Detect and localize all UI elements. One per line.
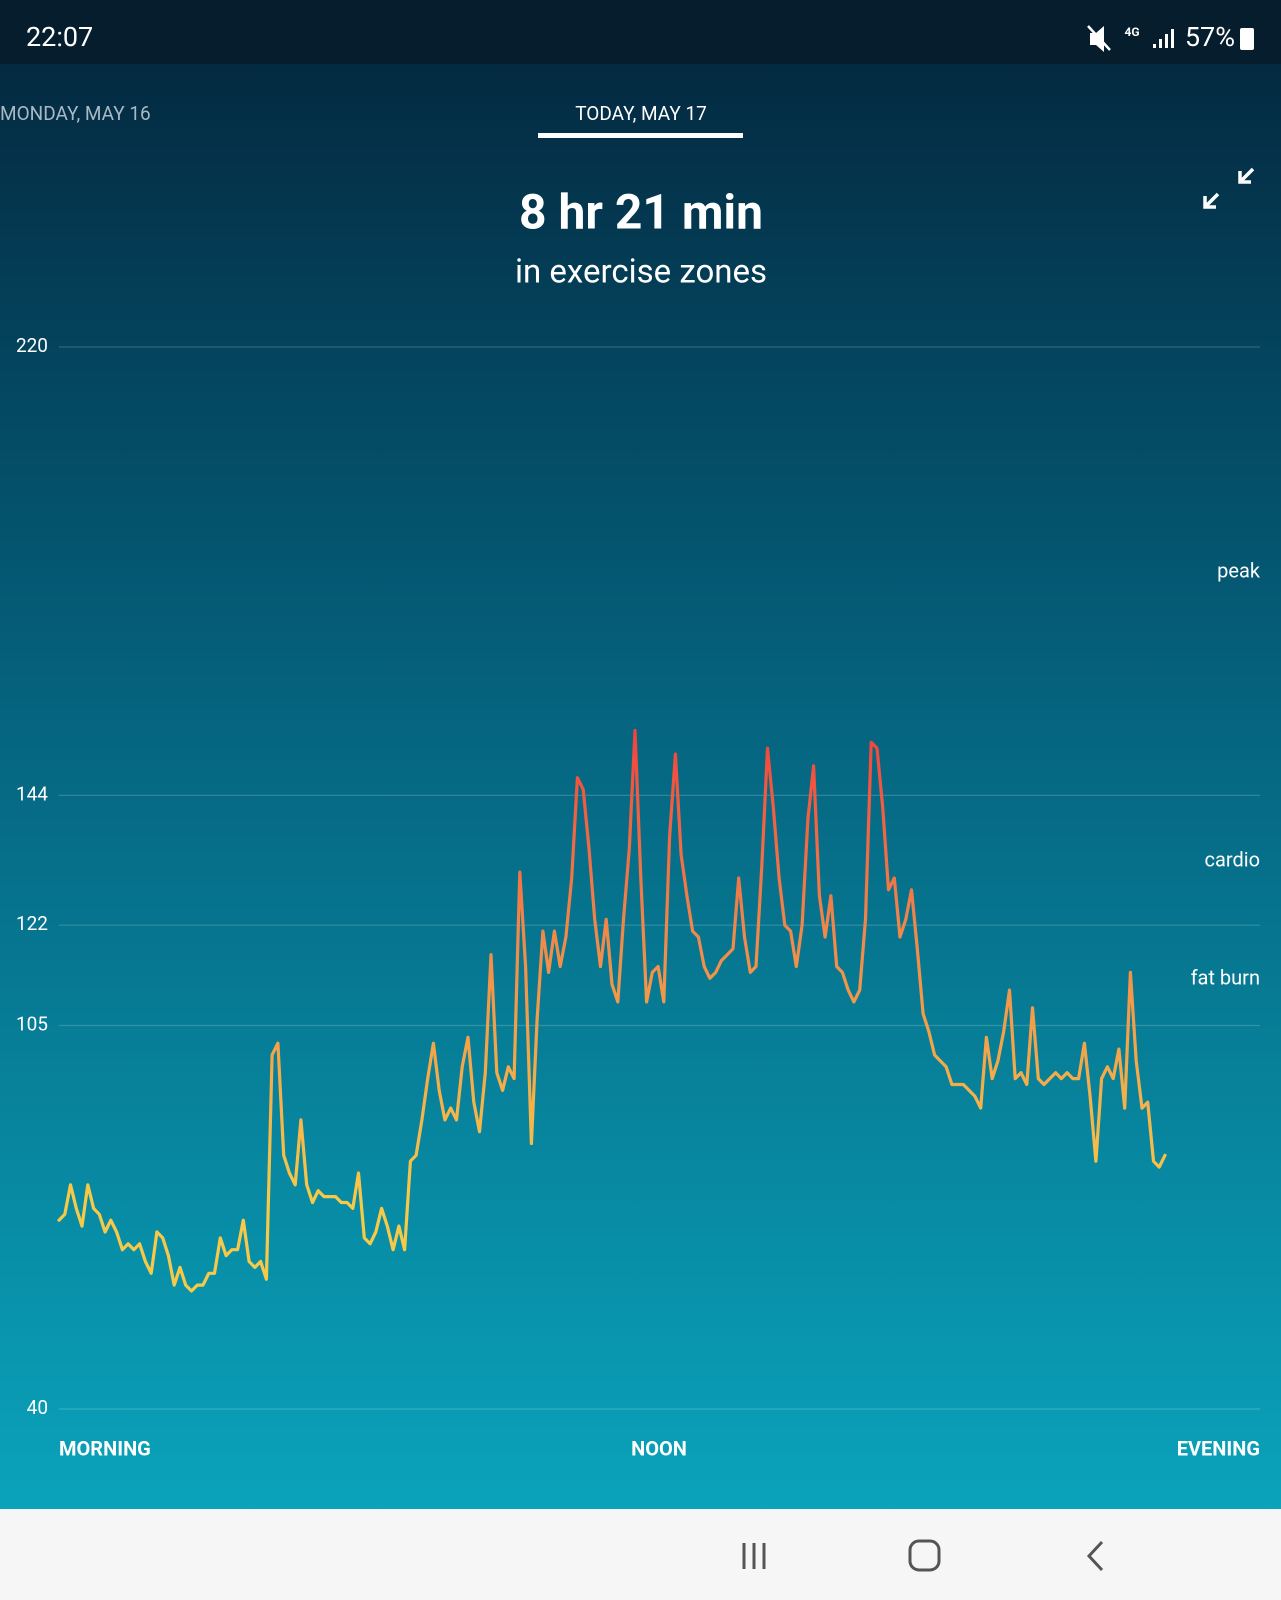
back-button[interactable] xyxy=(1086,1540,1104,1572)
y-tick-label: 40 xyxy=(27,1396,48,1419)
x-axis-label: MORNING xyxy=(59,1436,151,1460)
y-tick-label: 220 xyxy=(16,334,48,357)
home-button[interactable] xyxy=(908,1539,941,1572)
background xyxy=(0,0,1281,1509)
y-tick-label: 105 xyxy=(16,1013,48,1036)
zone-label: cardio xyxy=(1205,847,1261,871)
tab-underline xyxy=(538,133,743,138)
x-axis-label: EVENING xyxy=(1177,1436,1260,1460)
zone-label: fat burn xyxy=(1191,965,1260,989)
y-tick-label: 122 xyxy=(16,912,48,935)
navigation-bar xyxy=(0,1509,1281,1600)
battery-level: 57% xyxy=(1185,21,1235,53)
summary-value: 8 hr 21 min xyxy=(519,184,763,241)
zone-label: peak xyxy=(1217,558,1261,582)
summary-caption: in exercise zones xyxy=(515,253,767,292)
heart-rate-line xyxy=(57,728,1167,1293)
clock: 22:07 xyxy=(26,21,93,53)
collapse-button[interactable] xyxy=(1203,167,1255,209)
x-axis-label: NOON xyxy=(631,1436,687,1460)
tab-previous-day[interactable]: MONDAY, MAY 16 xyxy=(0,102,151,125)
network-type: 4G xyxy=(1124,25,1139,39)
mute-icon xyxy=(1087,25,1111,52)
status-bar xyxy=(0,0,1281,64)
signal-icon xyxy=(1153,29,1174,48)
tab-today[interactable]: TODAY, MAY 17 xyxy=(575,102,707,125)
recents-button[interactable] xyxy=(742,1543,766,1569)
y-tick-label: 144 xyxy=(16,782,48,805)
battery-icon xyxy=(1240,28,1254,50)
